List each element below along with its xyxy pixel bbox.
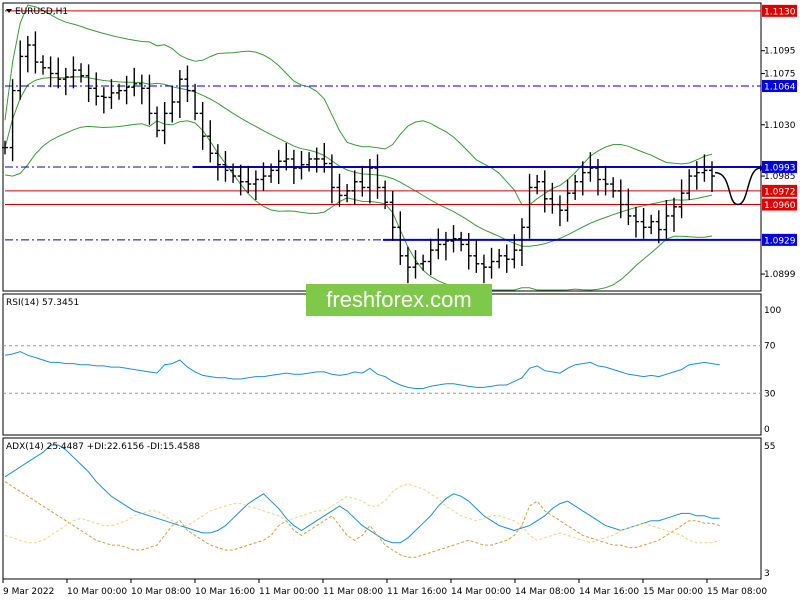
adx-series-line [4, 481, 720, 558]
rsi-axis-label: 70 [764, 342, 776, 352]
level-price-label: 1.1130 [764, 7, 796, 17]
time-axis-label: 15 Mar 00:00 [643, 587, 703, 597]
time-axis-label: 9 Mar 2022 [3, 587, 54, 597]
adx-panel-title: ADX(14) 25.4487 +DI:22.6156 -DI:15.4588 [6, 442, 200, 452]
price-axis-label: 1.0899 [764, 270, 796, 280]
price-panel-title: EURUSD,H1 [15, 7, 68, 17]
time-axis-label: 10 Mar 00:00 [67, 587, 127, 597]
time-axis-label: 11 Mar 16:00 [387, 587, 447, 597]
rsi-panel-frame [2, 293, 762, 436]
rsi-axis-label: 30 [764, 389, 776, 399]
level-price-label: 1.1064 [764, 83, 796, 93]
price-layer [2, 4, 764, 291]
level-price-badge [762, 233, 797, 246]
level-price-badge [762, 160, 797, 173]
price-axis-label: 1.1095 [764, 47, 796, 57]
time-axis-label: 14 Mar 16:00 [579, 587, 639, 597]
time-axis-label: 10 Mar 16:00 [195, 587, 255, 597]
axis-layer: 1.1095 1.1075 1.1030 1.0985 1.0899 1.1130 1.10… [2, 4, 797, 597]
adx-panel-frame [2, 437, 762, 580]
rsi-panel-title: RSI(14) 57.3451 [6, 298, 79, 308]
rsi-line [4, 351, 720, 389]
time-axis-label: 14 Mar 00:00 [451, 587, 511, 597]
time-axis-label: 11 Mar 08:00 [323, 587, 383, 597]
level-price-label: 1.0960 [764, 201, 796, 211]
level-price-label: 1.0993 [764, 163, 796, 173]
adx-axis-label: 3 [764, 569, 770, 579]
time-axis-label: 11 Mar 00:00 [259, 587, 319, 597]
level-price-badge [762, 184, 797, 197]
price-panel-frame [2, 2, 762, 292]
level-price-label: 1.0972 [764, 187, 796, 197]
level-price-badge [762, 80, 797, 93]
price-axis-label: 1.1075 [764, 70, 796, 80]
time-axis-label: 10 Mar 08:00 [131, 587, 191, 597]
level-price-badge [762, 4, 797, 17]
watermark-badge [306, 284, 492, 316]
bollinger-upper-line [4, 4, 713, 206]
level-price-label: 1.0929 [764, 236, 796, 246]
watermark-text: freshforex.com [326, 287, 472, 312]
price-axis-label: 1.1030 [764, 121, 796, 131]
price-axis-label: 1.0985 [764, 172, 796, 182]
rsi-axis-label: 0 [764, 425, 770, 435]
level-price-badge [762, 198, 797, 211]
adx-series-line [4, 444, 720, 544]
chevron-down-icon[interactable] [6, 9, 12, 13]
forecast-curve [714, 167, 761, 206]
rsi-layer [3, 345, 761, 394]
time-axis-label: 15 Mar 08:00 [707, 587, 767, 597]
bollinger-middle-line [4, 76, 713, 247]
adx-layer [4, 444, 720, 558]
adx-axis-label: 55 [764, 442, 775, 452]
rsi-axis-label: 100 [764, 306, 781, 316]
time-axis-label: 14 Mar 08:00 [515, 587, 575, 597]
bollinger-lower-line [4, 120, 713, 291]
